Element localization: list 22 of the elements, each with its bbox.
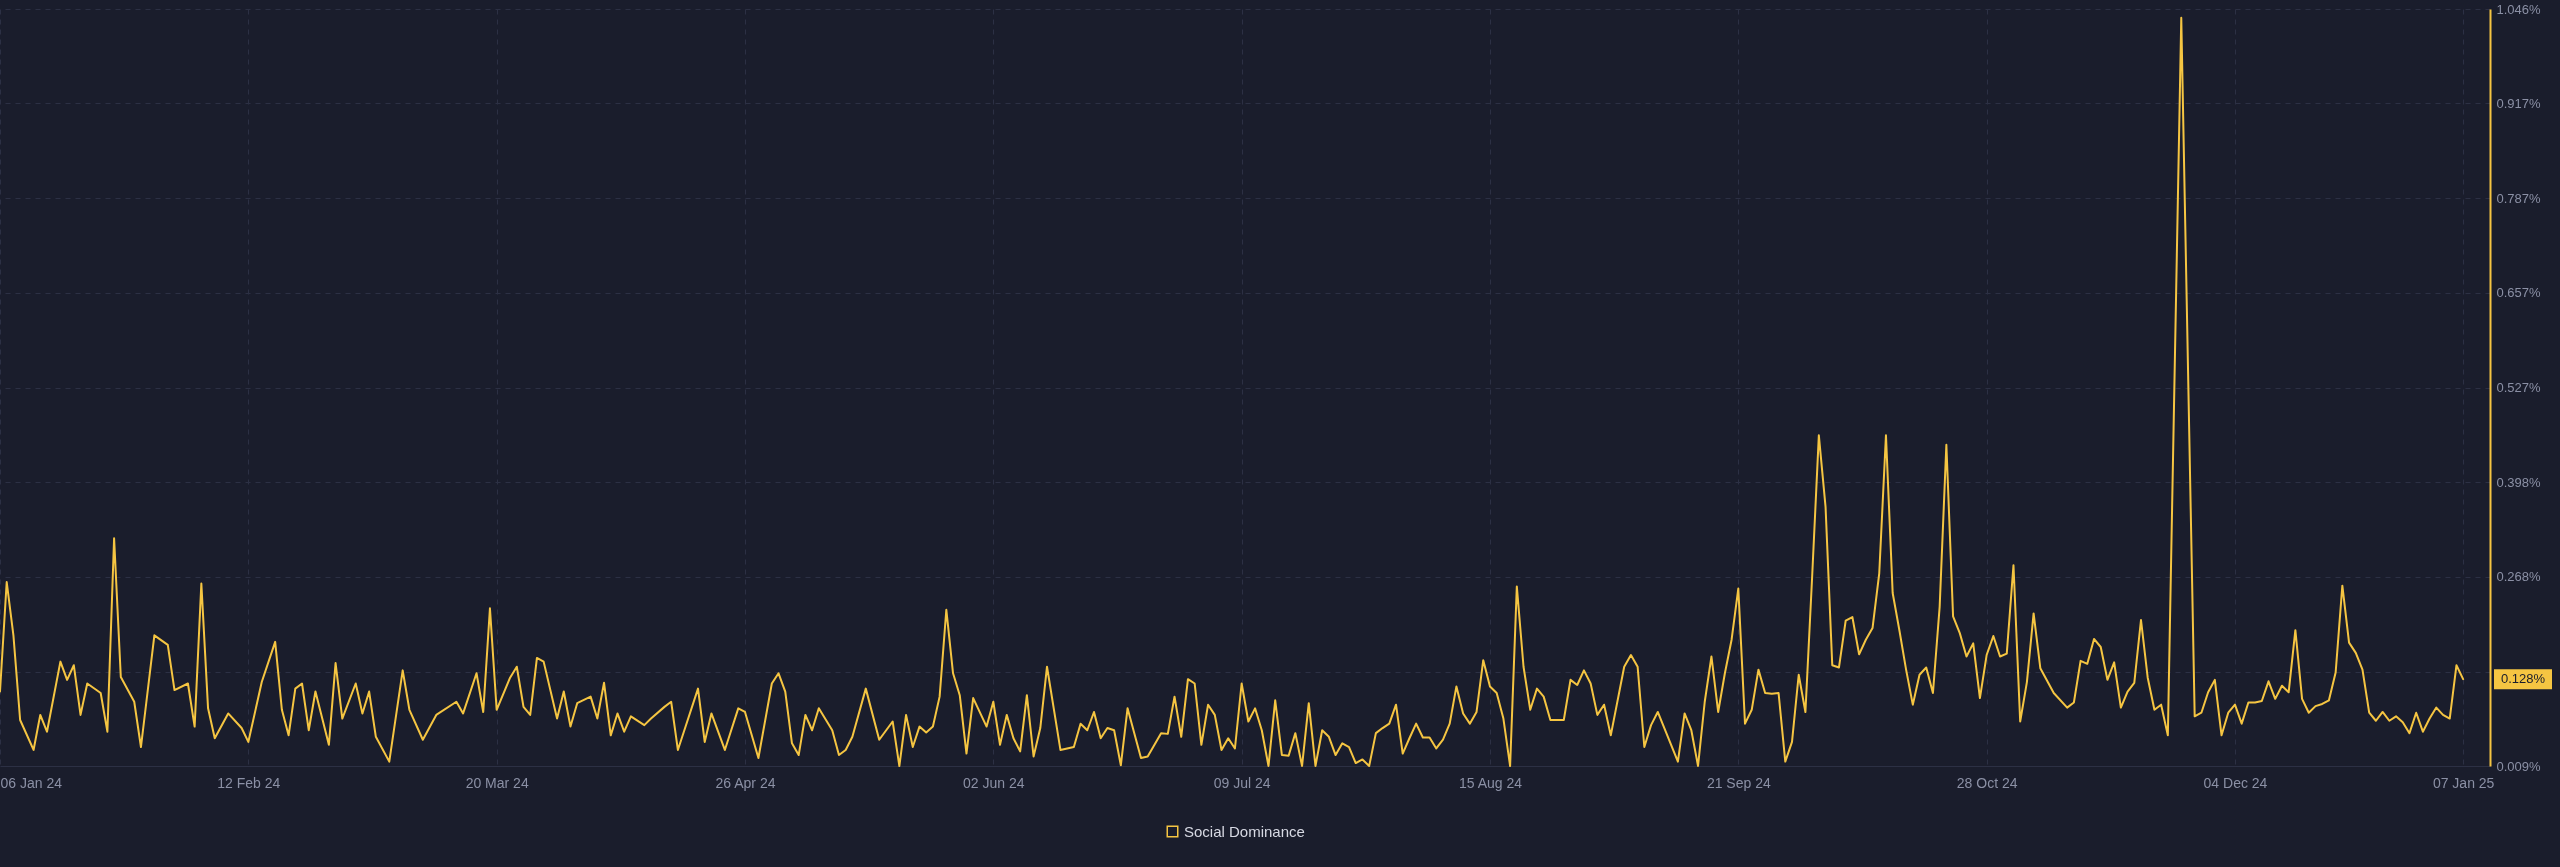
y-tick-label: 0.527% [2496,380,2542,396]
y-tick-label: 0.917% [2496,95,2542,111]
y-tick-label: 0.268% [2496,569,2542,585]
x-tick-label: 09 Jul 24 [1213,774,1271,791]
y-tick-label: 0.657% [2496,285,2542,301]
x-tick-label: 07 Jan 25 [2432,774,2495,791]
x-tick-label: 04 Dec 24 [2203,774,2268,791]
line-series [0,16,2465,767]
x-tick-label: 21 Sep 24 [1706,774,1771,791]
y-tick-label: 0.787% [2496,190,2542,206]
y-tick-label: 0.009% [2496,758,2542,774]
x-tick-label: 12 Feb 24 [217,774,281,791]
x-tick-label: 28 Oct 24 [1956,774,2018,791]
legend-label: Social Dominance [1184,822,1305,840]
x-tick-label: 02 Jun 24 [963,774,1025,791]
x-tick-label: 26 Apr 24 [715,774,776,791]
x-tick-label: 15 Aug 24 [1458,774,1523,791]
text: 0.128% [2500,671,2546,687]
y-tick-label: 1.046% [2496,1,2542,17]
x-tick-label: 20 Mar 24 [465,774,529,791]
x-tick-label: 06 Jan 24 [0,774,63,791]
y-tick-label: 0.398% [2496,474,2542,490]
